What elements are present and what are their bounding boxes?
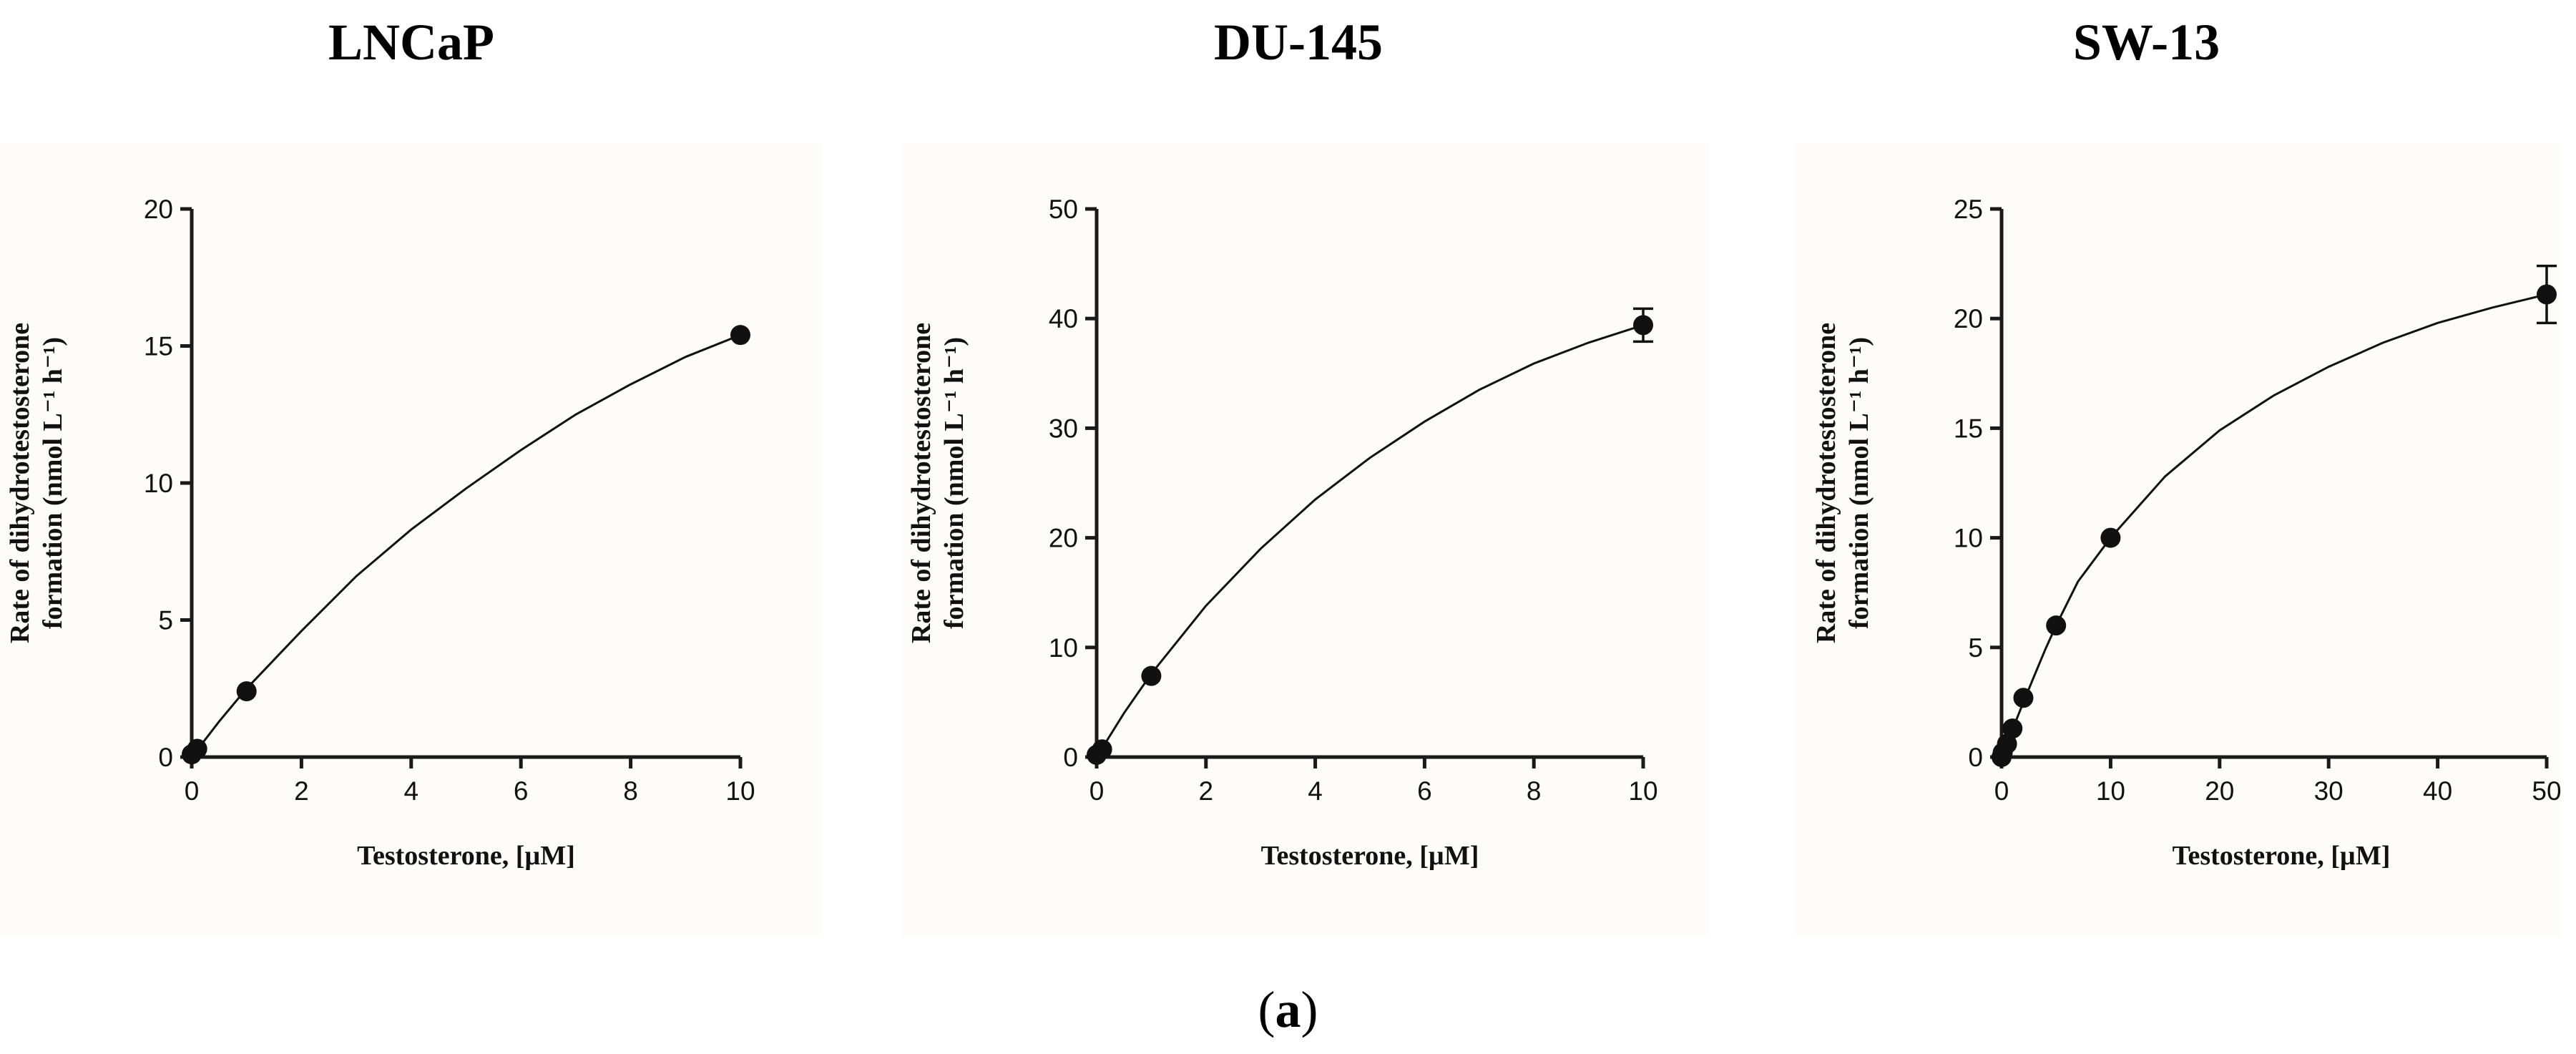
chart-lncap: 0 5 10 15 20 0 2 4 6 8 10 Testosterone, [µM] Rate of…	[5, 195, 755, 871]
panel-du145: DU-145 0 10 20 30 40 50 0 2 4 6 8 10 Testosterone, […	[858, 0, 1717, 959]
panel-lncap: LNCaP 0 5 10 15 20 0 2 4 6 8 10 Testosterone, [µM] R…	[0, 0, 858, 959]
x-tick-label: 50	[2532, 776, 2561, 806]
y-axis-title-line2: formation (nmol L⁻¹ h⁻¹)	[1844, 337, 1874, 629]
y-axis-title-line1: Rate of dihydrotestosterone	[906, 323, 936, 643]
x-axis-title: Testosterone, [µM]	[2173, 841, 2391, 871]
y-tick-label: 0	[158, 743, 173, 772]
x-tick-label: 2	[1199, 776, 1214, 806]
data-point	[2100, 527, 2121, 548]
y-tick-label: 20	[1049, 524, 1078, 553]
data-point	[1092, 739, 1112, 760]
x-tick-label: 0	[185, 776, 200, 806]
data-point	[236, 681, 257, 702]
y-tick-label: 25	[1954, 195, 1983, 224]
x-axis-title: Testosterone, [µM]	[1261, 841, 1479, 871]
y-tick-label: 5	[158, 606, 173, 635]
data-point	[730, 325, 750, 346]
y-tick-label: 40	[1049, 304, 1078, 333]
x-tick-label: 4	[1308, 776, 1323, 806]
y-tick-label: 10	[1049, 633, 1078, 663]
chart-du145: 0 10 20 30 40 50 0 2 4 6 8 10 Testosterone, [µM] Rate…	[906, 195, 1658, 871]
fit-curve	[2000, 293, 2547, 758]
caption-letter: a	[1275, 981, 1301, 1038]
figure-caption: (a)	[0, 980, 2576, 1040]
x-tick-label: 8	[1527, 776, 1542, 806]
x-tick-label: 2	[294, 776, 309, 806]
x-tick-label: 10	[725, 776, 755, 806]
data-point	[2002, 718, 2023, 739]
y-tick-label: 5	[1968, 633, 1983, 663]
y-tick-label: 15	[144, 332, 173, 361]
y-tick-label: 20	[144, 195, 173, 224]
x-axis-title: Testosterone, [µM]	[357, 841, 575, 871]
x-tick-label: 8	[623, 776, 638, 806]
x-tick-label: 6	[1417, 776, 1432, 806]
chart-sw13: 0 5 10 15 20 25 0 10 20 30 40 50 Testosterone, [µM] R…	[1811, 195, 2562, 871]
plot-background	[1796, 143, 2561, 937]
data-point	[1997, 733, 2017, 754]
y-axis-title-line1: Rate of dihydrotestosterone	[5, 323, 35, 643]
chart-title: DU-145	[1214, 14, 1383, 71]
y-tick-label: 10	[1954, 524, 1983, 553]
data-point	[187, 738, 207, 759]
y-tick-label: 0	[1968, 743, 1983, 772]
plot-background	[0, 143, 823, 937]
plot-background	[901, 143, 1710, 937]
y-tick-label: 20	[1954, 304, 1983, 333]
data-point	[2013, 688, 2034, 708]
data-point	[2537, 284, 2557, 305]
chart-title: SW-13	[2072, 14, 2220, 71]
x-tick-label: 6	[514, 776, 529, 806]
x-tick-label: 10	[2096, 776, 2125, 806]
x-tick-label: 30	[2314, 776, 2344, 806]
x-tick-label: 20	[2205, 776, 2234, 806]
x-tick-label: 0	[1089, 776, 1105, 806]
y-axis-title-line2: formation (nmol L⁻¹ h⁻¹)	[939, 337, 969, 629]
fit-curve	[1095, 323, 1644, 758]
y-tick-label: 30	[1049, 414, 1078, 443]
x-tick-label: 40	[2423, 776, 2452, 806]
chart-title: LNCaP	[328, 14, 494, 71]
y-axis-title-line2: formation (nmol L⁻¹ h⁻¹)	[38, 337, 68, 629]
data-point	[1141, 665, 1162, 686]
y-tick-label: 10	[144, 469, 173, 498]
fit-curve	[190, 333, 741, 758]
y-tick-label: 50	[1049, 195, 1078, 224]
x-tick-label: 10	[1628, 776, 1657, 806]
caption-open: (	[1258, 981, 1275, 1038]
x-tick-label: 4	[404, 776, 419, 806]
data-point	[1633, 315, 1653, 336]
caption-close: )	[1301, 981, 1318, 1038]
panel-sw13: SW-13 0 5 10 15 20 25 0 10 20 30 40 50 Testosterone,…	[1717, 0, 2576, 959]
y-tick-label: 0	[1063, 743, 1078, 772]
y-axis-title-line1: Rate of dihydrotestosterone	[1811, 323, 1841, 643]
y-tick-label: 15	[1954, 414, 1983, 443]
x-tick-label: 0	[1994, 776, 2009, 806]
data-point	[2046, 615, 2067, 636]
